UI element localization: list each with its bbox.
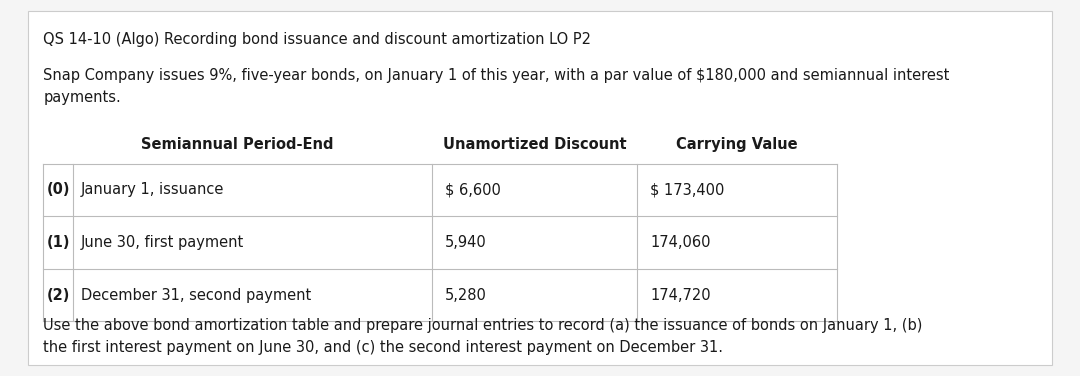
Text: December 31, second payment: December 31, second payment	[81, 288, 311, 303]
Text: $ 6,600: $ 6,600	[445, 182, 501, 197]
Text: (1): (1)	[46, 235, 70, 250]
Text: $ 173,400: $ 173,400	[650, 182, 725, 197]
Text: Unamortized Discount: Unamortized Discount	[443, 137, 626, 152]
Text: 174,060: 174,060	[650, 235, 711, 250]
Text: QS 14-10 (Algo) Recording bond issuance and discount amortization LO P2: QS 14-10 (Algo) Recording bond issuance …	[43, 32, 591, 47]
Text: 5,940: 5,940	[445, 235, 487, 250]
Text: January 1, issuance: January 1, issuance	[81, 182, 225, 197]
Text: (2): (2)	[46, 288, 70, 303]
Text: Semiannual Period-End: Semiannual Period-End	[141, 137, 334, 152]
Text: Use the above bond amortization table and prepare journal entries to record (a) : Use the above bond amortization table an…	[43, 318, 922, 355]
Text: Carrying Value: Carrying Value	[676, 137, 798, 152]
Text: 5,280: 5,280	[445, 288, 487, 303]
Text: (0): (0)	[46, 182, 70, 197]
Text: June 30, first payment: June 30, first payment	[81, 235, 244, 250]
Text: 174,720: 174,720	[650, 288, 711, 303]
Text: Snap Company issues 9%, five-year bonds, on January 1 of this year, with a par v: Snap Company issues 9%, five-year bonds,…	[43, 68, 949, 105]
